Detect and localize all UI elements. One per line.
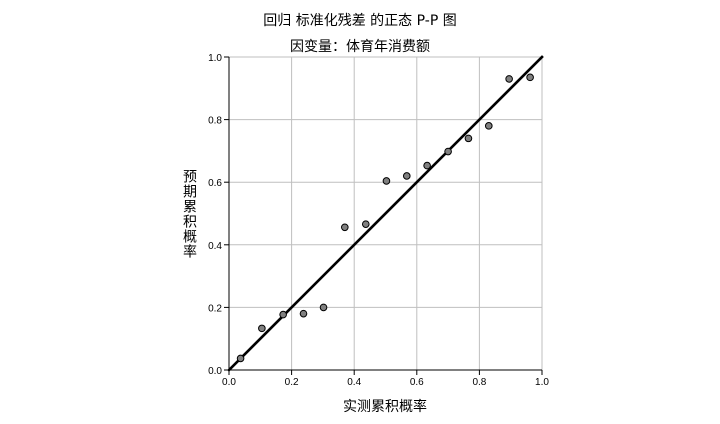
y-axis-label-char: 积 — [183, 215, 197, 231]
data-point — [319, 303, 328, 312]
data-point — [526, 73, 534, 82]
data-point — [361, 220, 370, 228]
data-point — [464, 134, 473, 143]
data-point — [341, 223, 349, 232]
x-axis-label: 实测累积概率 — [343, 398, 427, 415]
y-tick-label: 0.4 — [208, 241, 222, 252]
y-tick-label: 0.0 — [208, 366, 222, 377]
data-point — [258, 324, 266, 333]
y-tick-label: 0.8 — [208, 116, 222, 127]
chart-subtitle: 因变量：体育年消费额 — [290, 39, 430, 55]
y-tick-label: 1.0 — [208, 53, 222, 64]
y-axis-label-char: 率 — [183, 244, 197, 261]
y-axis-label: 预期累积概率 — [183, 170, 197, 261]
data-point — [236, 354, 245, 363]
data-point — [279, 310, 287, 319]
data-point — [299, 309, 308, 318]
chart-title: 回归 标准化残差 的正态 P-P 图 — [263, 12, 456, 29]
data-points — [236, 73, 534, 363]
data-point — [444, 147, 452, 156]
x-tick-label: 0.0 — [222, 377, 236, 388]
y-tick-label: 0.2 — [208, 303, 222, 314]
data-point — [484, 122, 493, 130]
y-tick-label: 0.6 — [208, 178, 222, 189]
x-tick-label: 0.4 — [347, 377, 361, 388]
reference-line — [227, 55, 544, 372]
tick-labels: 0.0 0.2 0.4 0.6 0.8 1.0 0.0 0.2 0.4 0.6 0.8 1.0 — [208, 53, 549, 388]
x-tick-label: 0.8 — [472, 377, 486, 388]
data-point — [402, 172, 411, 180]
grid-lines — [228, 56, 543, 371]
reference-line-group — [227, 55, 544, 372]
y-axis-label-char: 概 — [183, 230, 197, 246]
data-point — [382, 177, 391, 185]
y-axis-label-char: 预 — [183, 170, 197, 186]
x-tick-label: 1.0 — [535, 377, 549, 388]
x-tick-label: 0.6 — [410, 377, 424, 388]
axes — [224, 56, 543, 375]
x-tick-label: 0.2 — [285, 377, 299, 388]
data-point — [505, 75, 513, 83]
data-point — [423, 161, 431, 170]
y-axis-label-char: 期 — [183, 185, 197, 201]
y-axis-label-char: 累 — [183, 200, 197, 216]
